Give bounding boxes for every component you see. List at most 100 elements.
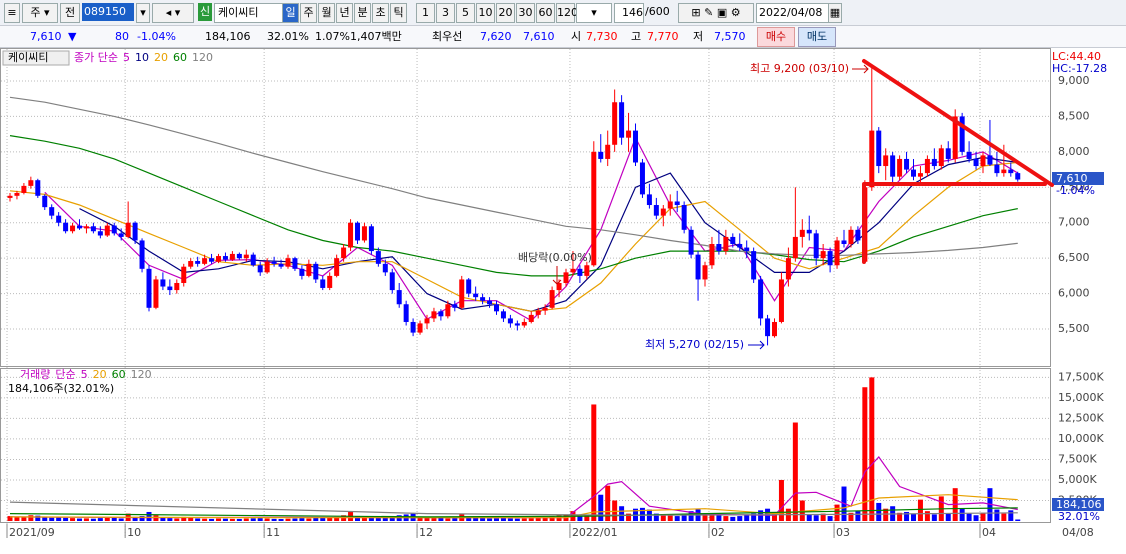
volume-bar <box>132 516 138 521</box>
volume-bar <box>63 517 69 521</box>
new-badge: 신 <box>198 3 212 21</box>
moving-average <box>9 494 1018 519</box>
candle-body <box>320 279 326 288</box>
lc-label: LC:44.40 <box>1052 50 1101 63</box>
y-tick-label: 7,000 <box>1058 216 1090 229</box>
candle-body <box>945 148 951 159</box>
candle-body <box>236 253 242 259</box>
period-button[interactable]: 월 <box>318 3 335 23</box>
y-tick-label: 15,000K <box>1058 391 1104 404</box>
volume-bar <box>500 518 506 521</box>
period-button[interactable]: 30 <box>516 3 535 23</box>
legend-label: 20 <box>154 51 168 64</box>
period-button[interactable]: 10 <box>476 3 495 23</box>
low-label: 저 <box>693 30 704 43</box>
candle-body <box>125 222 131 237</box>
candle-body <box>118 233 124 237</box>
volume-bar <box>271 518 277 521</box>
volume-bar <box>862 387 868 521</box>
tool-icons[interactable]: ⊞ ✎ ▣ ⚙ <box>678 3 754 23</box>
candle-body <box>980 155 986 167</box>
period-button[interactable]: 초 <box>372 3 389 23</box>
candle-body <box>820 251 826 259</box>
volume-bar <box>104 517 110 521</box>
candle-body <box>222 256 228 260</box>
candle-body <box>834 240 840 266</box>
date-input[interactable]: 2022/04/08 <box>756 3 830 23</box>
low: 7,570 <box>714 30 746 43</box>
legend-name: 케이씨티 <box>8 51 48 64</box>
price-panel <box>0 48 1051 367</box>
period-button[interactable]: 분 <box>354 3 371 23</box>
dividend-note: 배당락(0.00%) <box>518 251 592 264</box>
y-tick-label: 7,500K <box>1058 452 1097 465</box>
prev-button[interactable]: 전 <box>60 3 80 23</box>
calendar[interactable]: ▦ <box>828 3 842 23</box>
period-button[interactable]: 일 <box>282 3 299 23</box>
candle-body <box>639 162 645 195</box>
legend-name-box <box>2 50 70 66</box>
volume-bar <box>674 516 680 521</box>
volume-bar <box>174 518 180 521</box>
y-tick-label: 17,500K <box>1058 370 1104 383</box>
candle-body <box>361 226 367 241</box>
count-max: /600 <box>645 5 670 18</box>
candle-body <box>368 226 374 252</box>
legend-label: 60 <box>112 368 126 381</box>
candle-body <box>195 261 201 264</box>
buy-button[interactable]: 매수 <box>757 27 795 47</box>
candle-body <box>480 297 486 301</box>
candle-body <box>494 304 499 312</box>
volume-bar <box>744 514 750 521</box>
volume-bar <box>445 518 451 521</box>
candle-body <box>709 244 715 266</box>
code-input[interactable]: 089150 <box>82 3 134 21</box>
volume-bar <box>77 518 82 521</box>
candle-body <box>577 268 583 276</box>
count-input[interactable]: 146 <box>614 3 644 23</box>
period-button[interactable]: 1 <box>416 3 435 23</box>
volume-bar <box>487 518 493 521</box>
candle-body <box>285 258 291 267</box>
candle-body <box>952 116 958 159</box>
volume-bar <box>917 499 923 521</box>
period-button[interactable]: 5 <box>456 3 475 23</box>
period-button[interactable]: 주 <box>300 3 317 23</box>
period-button[interactable]: 3 <box>436 3 455 23</box>
sound-icons[interactable]: ◂ ▾ <box>152 3 194 23</box>
sell-button[interactable]: 매도 <box>798 27 836 47</box>
period-button[interactable]: 120 <box>556 3 578 23</box>
candle-body <box>417 323 423 333</box>
candle-body <box>431 311 437 319</box>
menu-icon[interactable]: ≡ <box>4 3 20 23</box>
volume-bar <box>528 518 534 521</box>
volume-bar <box>716 515 722 521</box>
volume-bar <box>389 516 395 521</box>
x-tick-label: 12 <box>419 526 433 539</box>
volume-bar <box>42 516 48 521</box>
volume-bar <box>778 479 784 521</box>
candle-body <box>83 226 89 229</box>
direction: ▼ <box>68 30 77 43</box>
bid: 7,610 <box>523 30 555 43</box>
unit-dropdown[interactable]: ▾ <box>576 3 612 23</box>
code-dropdown[interactable]: ▾ <box>136 3 150 23</box>
period-button[interactable]: 20 <box>496 3 515 23</box>
market-select[interactable]: 주 ▾ <box>22 3 58 23</box>
volume-bar <box>702 514 708 521</box>
volume-bar <box>292 518 298 521</box>
period-button[interactable]: 60 <box>536 3 555 23</box>
period-button[interactable]: 년 <box>336 3 353 23</box>
volume-bar <box>959 508 965 521</box>
candle-body <box>542 307 548 311</box>
moving-average <box>9 161 1018 312</box>
period-button[interactable]: 틱 <box>390 3 407 23</box>
candle-body <box>626 130 632 138</box>
candle-body <box>751 251 757 280</box>
volume-bar <box>355 516 360 521</box>
volume-bar <box>264 518 270 521</box>
volume-bar <box>1015 519 1021 521</box>
candle-body <box>938 148 944 167</box>
y-tick-label: 6,500 <box>1058 251 1090 264</box>
candle-body <box>292 258 298 269</box>
